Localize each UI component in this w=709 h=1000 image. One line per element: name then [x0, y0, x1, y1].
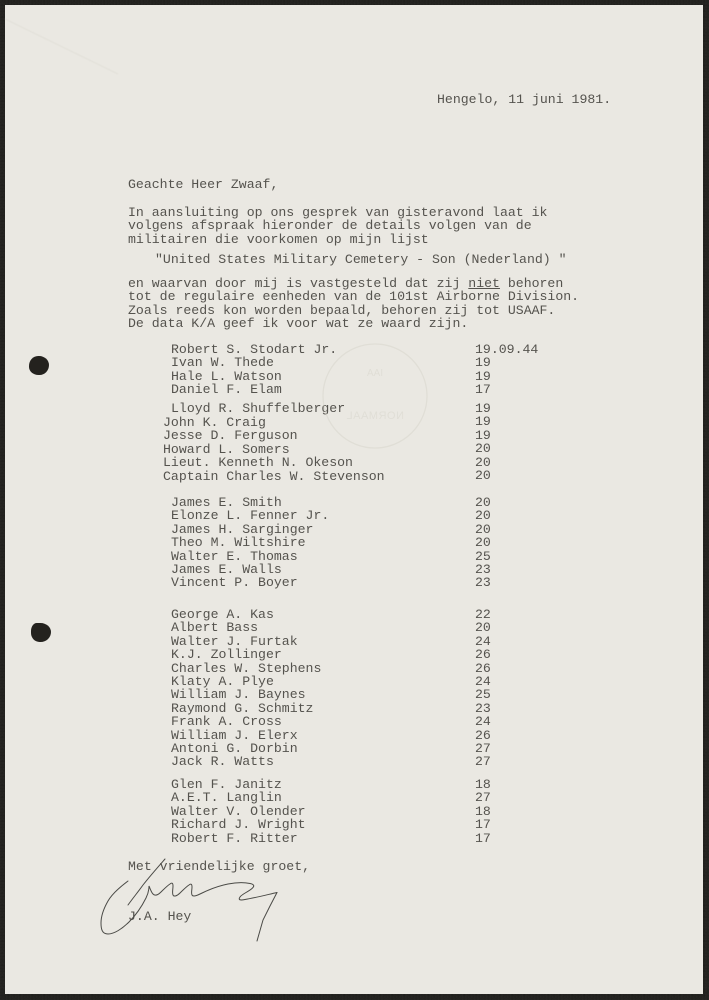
svg-text:NORMAAL: NORMAAL — [346, 410, 404, 422]
svg-text:IAA: IAA — [367, 368, 383, 379]
